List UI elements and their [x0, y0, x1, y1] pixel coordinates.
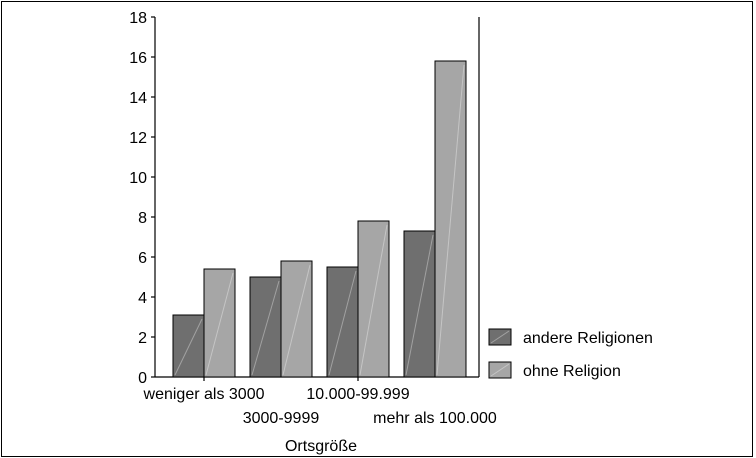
bar-ohne-religion — [357, 220, 390, 378]
y-tick-label: 6 — [138, 250, 147, 267]
bar-highlight — [328, 270, 357, 376]
bar-highlight — [359, 224, 388, 376]
bar-highlight — [405, 234, 434, 376]
legend-label: ohne Religion — [523, 363, 621, 380]
y-tick-label: 16 — [129, 50, 147, 67]
y-tick-label: 4 — [138, 290, 147, 307]
x-tick-label: 10.000-99.999 — [306, 386, 409, 403]
bar-ohne-religion — [203, 268, 236, 378]
legend-swatch — [488, 328, 512, 346]
bar-highlight — [436, 64, 465, 376]
y-tick-label: 10 — [129, 170, 147, 187]
legend: andere Religionen ohne Religion — [488, 328, 653, 380]
bar-andere-religionen — [249, 276, 282, 378]
y-tick-label: 14 — [129, 90, 147, 107]
y-tick-label: 0 — [138, 370, 147, 387]
legend-swatch-highlight — [490, 330, 510, 344]
bar-andere-religionen — [403, 230, 436, 378]
bar-highlight — [205, 272, 234, 376]
legend-label: andere Religionen — [523, 330, 653, 347]
bar-highlight — [174, 318, 203, 376]
x-tick-labels: weniger als 3000 3000-9999 10.000-99.999 me… — [143, 377, 497, 427]
y-tick-label: 8 — [138, 210, 147, 227]
x-tick-label: weniger als 3000 — [143, 386, 265, 403]
bar-andere-religionen — [172, 314, 205, 378]
bar-andere-religionen — [326, 266, 359, 378]
bar-ohne-religion — [280, 260, 313, 378]
legend-swatch-highlight — [490, 363, 510, 377]
y-ticks: 0 2 4 6 8 10 12 14 16 18 — [129, 10, 155, 387]
legend-swatch — [488, 361, 512, 379]
y-tick-label: 18 — [129, 10, 147, 27]
bar-highlight — [251, 280, 280, 376]
y-tick-label: 12 — [129, 130, 147, 147]
bar-highlight — [282, 264, 311, 376]
bars — [172, 60, 467, 378]
y-tick-label: 2 — [138, 330, 147, 347]
x-tick-label: 3000-9999 — [243, 410, 320, 427]
x-axis-title: Ortsgröße — [285, 438, 357, 455]
bar-ohne-religion — [434, 60, 467, 378]
x-tick-label: mehr als 100.000 — [373, 410, 497, 427]
